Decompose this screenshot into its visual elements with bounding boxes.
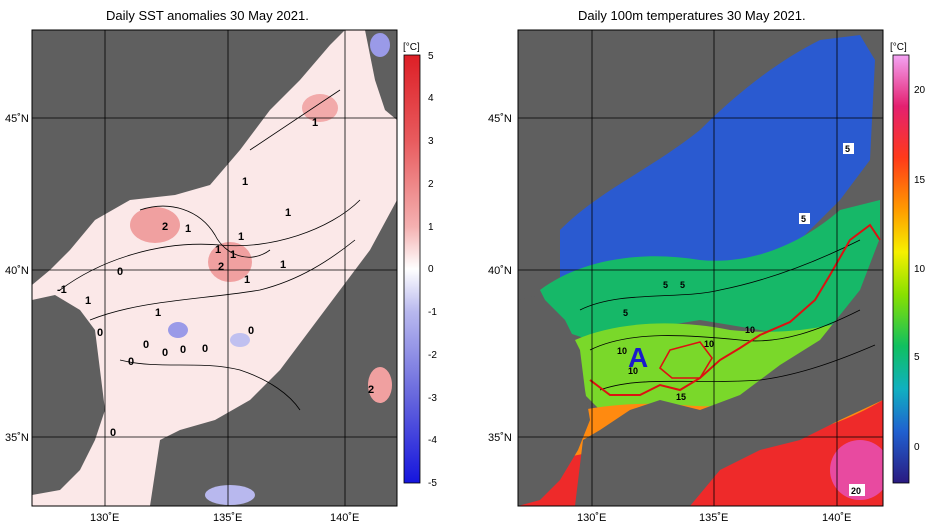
colorbar-tick: 0 [914,442,920,453]
contour-label: 0 [117,266,123,278]
colorbar-tick: 1 [428,222,434,233]
contour-label: 1 [242,176,248,188]
contour-label: 10 [745,325,755,335]
land-asia [32,30,345,285]
lon-label: 135˚E [213,512,242,524]
contour-label: 0 [248,325,254,337]
colorbar-tick: 4 [428,93,434,104]
contour-label: 1 [215,244,221,256]
colorbar-tick: -3 [428,393,437,404]
contour-label: 0 [202,343,208,355]
contour-label: 15 [676,392,686,402]
lat-label: 40˚N [5,265,29,277]
contour-label: 10 [628,366,638,376]
colorbar-tick: -1 [428,307,437,318]
contour-label: 2 [218,261,224,273]
contour-label: 2 [162,221,168,233]
colorbar-tick: 15 [914,175,926,186]
lon-label: 130˚E [90,512,119,524]
contour-label: 2 [368,384,374,396]
contour-label: 1 [85,295,91,307]
lon-label: 140˚E [822,512,851,524]
colorbar-tick: -5 [428,478,437,489]
contour-label: 0 [110,427,116,439]
colorbar-tick: 5 [428,51,434,62]
contour-label: 1 [185,223,191,235]
contour-label: 1 [285,207,291,219]
colorbar-tick: 3 [428,136,434,147]
lon-label: 130˚E [577,512,606,524]
colorbar-tick: 0 [428,264,434,275]
contour-label: 5 [680,280,685,290]
lon-label: 140˚E [330,512,359,524]
colorbar-tick: 10 [914,264,926,275]
lat-label: 45˚N [488,113,512,125]
contour-label: 0 [180,344,186,356]
temperature-colorbar [892,54,910,484]
contour-label: 1 [238,231,244,243]
contour-label: 10 [617,346,627,356]
sea-cold-band [560,35,875,285]
colorbar-tick: 20 [914,85,926,96]
contour-label: 20 [851,486,861,496]
marker-a: A [628,342,648,373]
lat-label: 45˚N [5,113,29,125]
contour-label: 5 [623,308,628,318]
colorbar-tick: 5 [914,352,920,363]
contour-label: 1 [155,307,161,319]
lat-label: 35˚N [488,432,512,444]
lon-label: 135˚E [699,512,728,524]
contour-label: 0 [97,327,103,339]
colorbar-unit: [°C] [890,42,907,53]
contour-label: 1 [280,259,286,271]
contour-label: 0 [162,347,168,359]
anomaly-colorbar [403,54,421,484]
colorbar-tick: -2 [428,350,437,361]
contour-label: 0 [143,339,149,351]
lat-label: 40˚N [488,265,512,277]
colorbar-tick: -4 [428,435,437,446]
land-korea [32,295,105,495]
land-korea-right [518,295,590,506]
right-panel-title: Daily 100m temperatures 30 May 2021. [578,8,806,23]
contour-label: 1 [312,117,318,129]
contour-label: 10 [704,339,714,349]
colorbar-unit: [°C] [403,42,420,53]
contour-label: 5 [845,144,850,154]
contour-label: 5 [801,214,806,224]
contour-label: -1 [57,284,67,296]
land-japan [150,200,397,506]
left-panel-title: Daily SST anomalies 30 May 2021. [106,8,309,23]
contour-label: 0 [128,356,134,368]
colorbar-tick: 2 [428,179,434,190]
contour-label: 5 [663,280,668,290]
lat-label: 35˚N [5,432,29,444]
contour-label: 1 [244,274,250,286]
contour-label: 1 [230,249,236,261]
front-line [589,223,881,396]
